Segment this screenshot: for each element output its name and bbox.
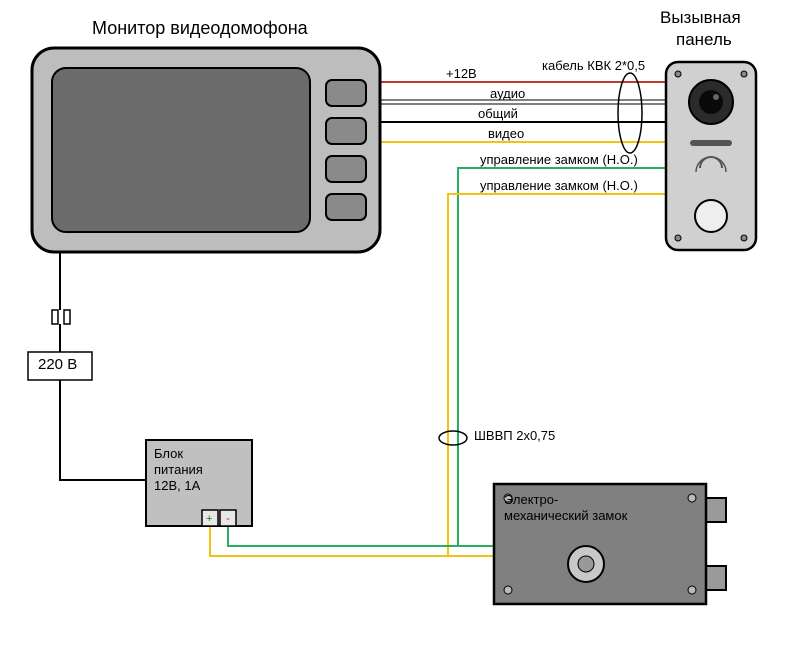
monitor-screen	[52, 68, 310, 232]
wire-220v-to-psu	[60, 380, 146, 480]
lock-label-l2: механический замок	[504, 508, 627, 523]
panel-title-l2: панель	[676, 30, 732, 50]
monitor-title: Монитор видеодомофона	[92, 18, 308, 39]
lock-cylinder-inner	[578, 556, 594, 572]
plug-prong-2	[64, 310, 70, 324]
psu-minus: -	[226, 511, 230, 525]
panel-speaker	[690, 140, 732, 146]
psu-label-l2: питания	[154, 462, 203, 477]
lock-screw-bl	[504, 586, 512, 594]
monitor-button-2	[326, 118, 366, 144]
lock-screw-tr	[688, 494, 696, 502]
lock-screw-br	[688, 586, 696, 594]
wiring-diagram: + -	[0, 0, 794, 669]
panel-screw-tr	[741, 71, 747, 77]
wire-psu-neg-green	[228, 526, 494, 546]
label-kvk: кабель КВК 2*0,5	[542, 58, 645, 73]
label-audio: аудио	[490, 86, 525, 101]
lock-label-l1: Электро-	[504, 492, 558, 507]
label-video: видео	[488, 126, 524, 141]
panel-call-button	[695, 200, 727, 232]
psu-label-l1: Блок	[154, 446, 183, 461]
panel-title-l1: Вызывная	[660, 8, 741, 28]
label-220v: 220 В	[38, 356, 77, 373]
plug-prong-1	[52, 310, 58, 324]
ellipse-shvvp	[439, 431, 467, 445]
panel-screw-tl	[675, 71, 681, 77]
panel-screw-br	[741, 235, 747, 241]
monitor-button-1	[326, 80, 366, 106]
label-lock-no-1: управление замком (Н.О.)	[480, 152, 638, 167]
monitor-button-3	[326, 156, 366, 182]
label-common: общий	[478, 106, 518, 121]
label-lock-no-2: управление замком (Н.О.)	[480, 178, 638, 193]
monitor-button-4	[326, 194, 366, 220]
panel-screw-bl	[675, 235, 681, 241]
label-12v: +12В	[446, 66, 477, 81]
panel-camera-inner	[699, 90, 723, 114]
panel-camera-glare	[713, 94, 719, 100]
wire-psu-pos-yellow	[210, 526, 494, 556]
psu-label-l3: 12В, 1А	[154, 478, 200, 493]
psu-plus: +	[206, 513, 212, 525]
label-shvvp: ШВВП 2х0,75	[474, 428, 555, 443]
